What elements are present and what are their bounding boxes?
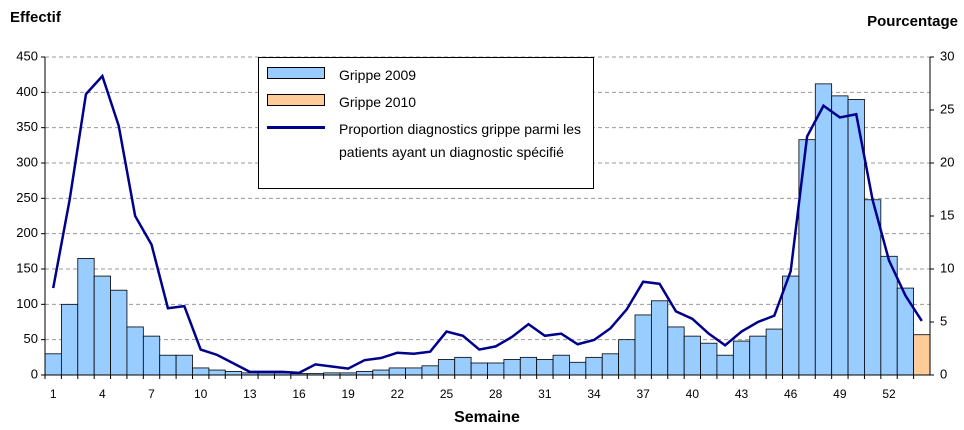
legend-label: Grippe 2010 [339,94,417,110]
y2-tick-label: 5 [940,313,947,328]
bar [487,362,505,376]
legend-item: Grippe 2009 [267,64,585,87]
bar [896,287,915,376]
bar [601,353,620,376]
bar [454,356,472,376]
bar [503,359,521,376]
bar [650,300,669,376]
y-tick-label: 0 [31,366,38,381]
bar [814,83,833,376]
bar [77,257,95,376]
x-tick-label: 31 [538,387,552,401]
bar [388,367,406,376]
bar [437,359,456,376]
y2-tick-label: 25 [940,101,954,116]
bar [732,340,751,376]
bar [913,334,931,376]
x-tick-label: 19 [342,387,356,401]
x-tick-label: 22 [391,387,405,401]
x-tick-label: 46 [784,387,798,401]
y2-tick-label: 15 [940,207,954,222]
legend-swatch [267,67,325,79]
x-tick-label: 49 [833,387,847,401]
y2-tick-label: 30 [940,48,954,63]
y-tick-label: 150 [16,260,38,275]
legend-item: Grippe 2010 [267,91,585,114]
bar [683,335,701,376]
bar [667,326,685,376]
bar [355,371,374,376]
bar [716,354,734,376]
bar [831,95,849,376]
bar [192,367,210,376]
line [51,73,923,375]
bar [634,314,652,376]
bar [159,354,177,376]
y2-tick-label: 20 [940,154,954,169]
x-tick-label: 52 [882,387,896,401]
x-tick-label: 16 [292,387,306,401]
bar [60,303,79,376]
bar [700,342,718,376]
legend-label: Grippe 2009 [339,67,417,83]
bar [421,365,439,376]
legend-swatch [267,126,325,129]
bar [126,326,144,376]
x-tick-label: 4 [99,387,106,401]
bar [175,354,193,376]
bar [782,275,800,376]
legend-item: Proportion diagnostics grippe parmi les … [267,118,585,164]
y2-tick-label: 0 [940,366,947,381]
bar [372,369,390,376]
bar [405,367,423,376]
bar [208,369,226,376]
bar [142,335,161,376]
y2-tick-label: 10 [940,260,954,275]
x-tick-label: 28 [489,387,503,401]
bar [44,353,62,376]
x-tick-label: 25 [440,387,454,401]
legend-swatch [267,94,325,106]
x-tick-label: 40 [686,387,700,401]
y-tick-label: 250 [16,190,38,205]
legend-label: Proportion diagnostics grippe parmi les … [339,121,582,160]
x-tick-label: 13 [243,387,257,401]
bar [765,328,783,376]
bar [224,371,243,376]
bar [536,359,554,376]
bar [864,199,882,376]
x-tick-label: 37 [637,387,651,401]
bar [585,356,603,376]
x-tick-label: 43 [735,387,749,401]
y-tick-label: 100 [16,296,38,311]
bar [552,354,570,376]
x-tick-label: 7 [148,387,155,401]
x-tick-label: 1 [50,387,57,401]
y2-axis-title: Pourcentage [867,13,958,30]
bar [749,335,767,376]
bar [618,339,636,376]
bar [470,362,488,376]
legend: Grippe 2009 Grippe 2010 Proportion diagnos… [258,57,594,189]
bar [519,356,538,376]
bar [93,275,111,376]
y-tick-label: 450 [16,48,38,63]
bar [110,289,128,376]
y-tick-label: 400 [16,84,38,99]
x-axis-title: Semaine [454,409,520,426]
x-tick-label: 10 [194,387,208,401]
bar [569,361,587,376]
y-axis-title: Effectif [10,9,62,26]
y-tick-label: 50 [24,331,38,346]
y-tick-label: 300 [16,154,38,169]
y-tick-label: 200 [16,225,38,240]
x-tick-label: 34 [587,387,601,401]
y-tick-label: 350 [16,119,38,134]
